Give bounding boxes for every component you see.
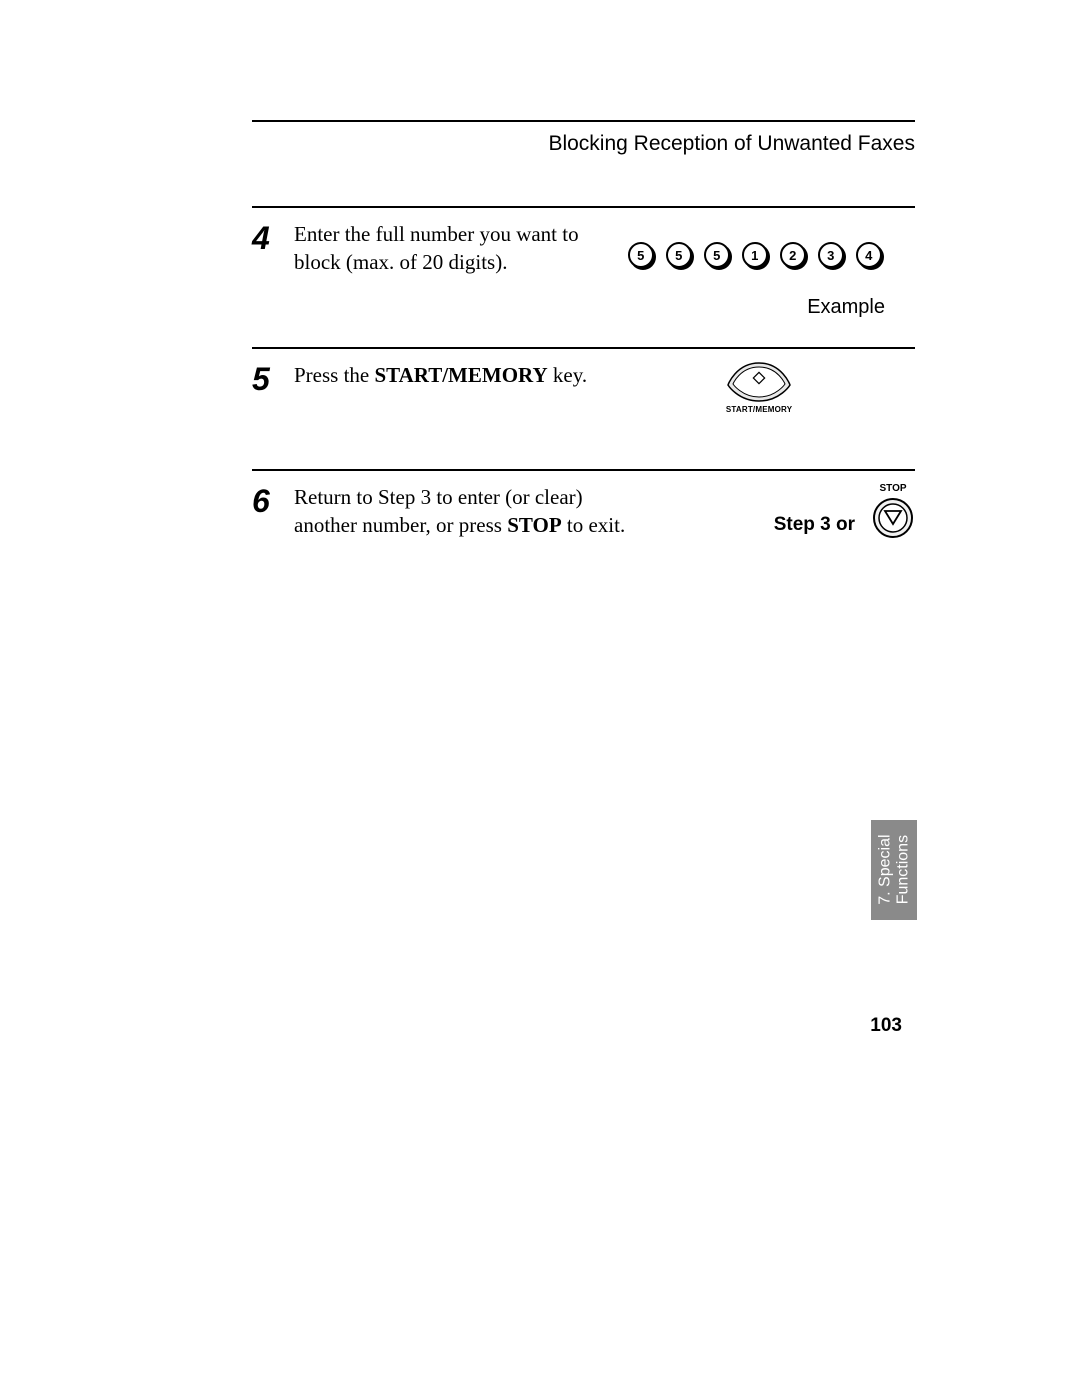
step-body: Press the START/MEMORY key. START/MEMORY	[294, 361, 915, 414]
digit-key: 5	[704, 242, 730, 268]
digit-key: 2	[780, 242, 806, 268]
text-bold: START/MEMORY	[375, 363, 548, 387]
step3-or-label: Step 3 or	[774, 514, 855, 536]
page-number: 103	[870, 1015, 902, 1037]
step-4: 4 Enter the full number you want to bloc…	[252, 206, 915, 347]
text-bold: STOP	[507, 513, 561, 537]
tab-line1: 7. Special	[876, 835, 893, 905]
step6-graphic: Step 3 or STOP	[641, 483, 915, 540]
step-number: 5	[252, 361, 294, 395]
text-line: Return to Step 3 to enter (or clear)	[294, 485, 583, 509]
digit-key: 3	[818, 242, 844, 268]
side-tab-text: 7. Special Functions	[876, 835, 911, 905]
steps-list: 4 Enter the full number you want to bloc…	[252, 206, 915, 573]
digit-key: 4	[856, 242, 882, 268]
side-tab: 7. Special Functions	[871, 820, 917, 920]
text-line: Enter the full number you want to	[294, 222, 579, 246]
text-line: block (max. of 20 digits).	[294, 250, 507, 274]
step-text: Enter the full number you want to block …	[294, 220, 579, 277]
digits-example: 5 5 5 1 2 3 4 Example	[595, 220, 915, 319]
step-number: 6	[252, 483, 294, 517]
step-text: Return to Step 3 to enter (or clear) ano…	[294, 483, 625, 540]
step-body: Return to Step 3 to enter (or clear) ano…	[294, 483, 915, 540]
step-5: 5 Press the START/MEMORY key.	[252, 347, 915, 469]
start-memory-icon	[724, 361, 794, 403]
header-rule-top	[252, 120, 915, 122]
start-memory-button-icon: START/MEMORY	[724, 361, 794, 414]
step-number: 4	[252, 220, 294, 254]
stop-label: STOP	[879, 483, 906, 494]
text-pre: Press the	[294, 363, 375, 387]
start-memory-label: START/MEMORY	[726, 405, 792, 414]
text-line-pre: another number, or press	[294, 513, 507, 537]
stop-button-group: STOP	[871, 483, 915, 540]
step-body: Enter the full number you want to block …	[294, 220, 915, 319]
manual-page: Blocking Reception of Unwanted Faxes 4 E…	[0, 0, 1080, 1397]
digit-key: 5	[628, 242, 654, 268]
text-line-post: to exit.	[562, 513, 626, 537]
tab-line2: Functions	[894, 835, 911, 904]
digits-row: 5 5 5 1 2 3 4	[628, 242, 882, 268]
example-label: Example	[807, 296, 885, 319]
digit-key: 5	[666, 242, 692, 268]
digit-key: 1	[742, 242, 768, 268]
stop-button-icon	[871, 496, 915, 540]
start-memory-graphic: START/MEMORY	[603, 361, 915, 414]
header-title: Blocking Reception of Unwanted Faxes	[252, 132, 915, 156]
step-text: Press the START/MEMORY key.	[294, 361, 587, 389]
step-6: 6 Return to Step 3 to enter (or clear) a…	[252, 469, 915, 573]
text-post: key.	[548, 363, 587, 387]
